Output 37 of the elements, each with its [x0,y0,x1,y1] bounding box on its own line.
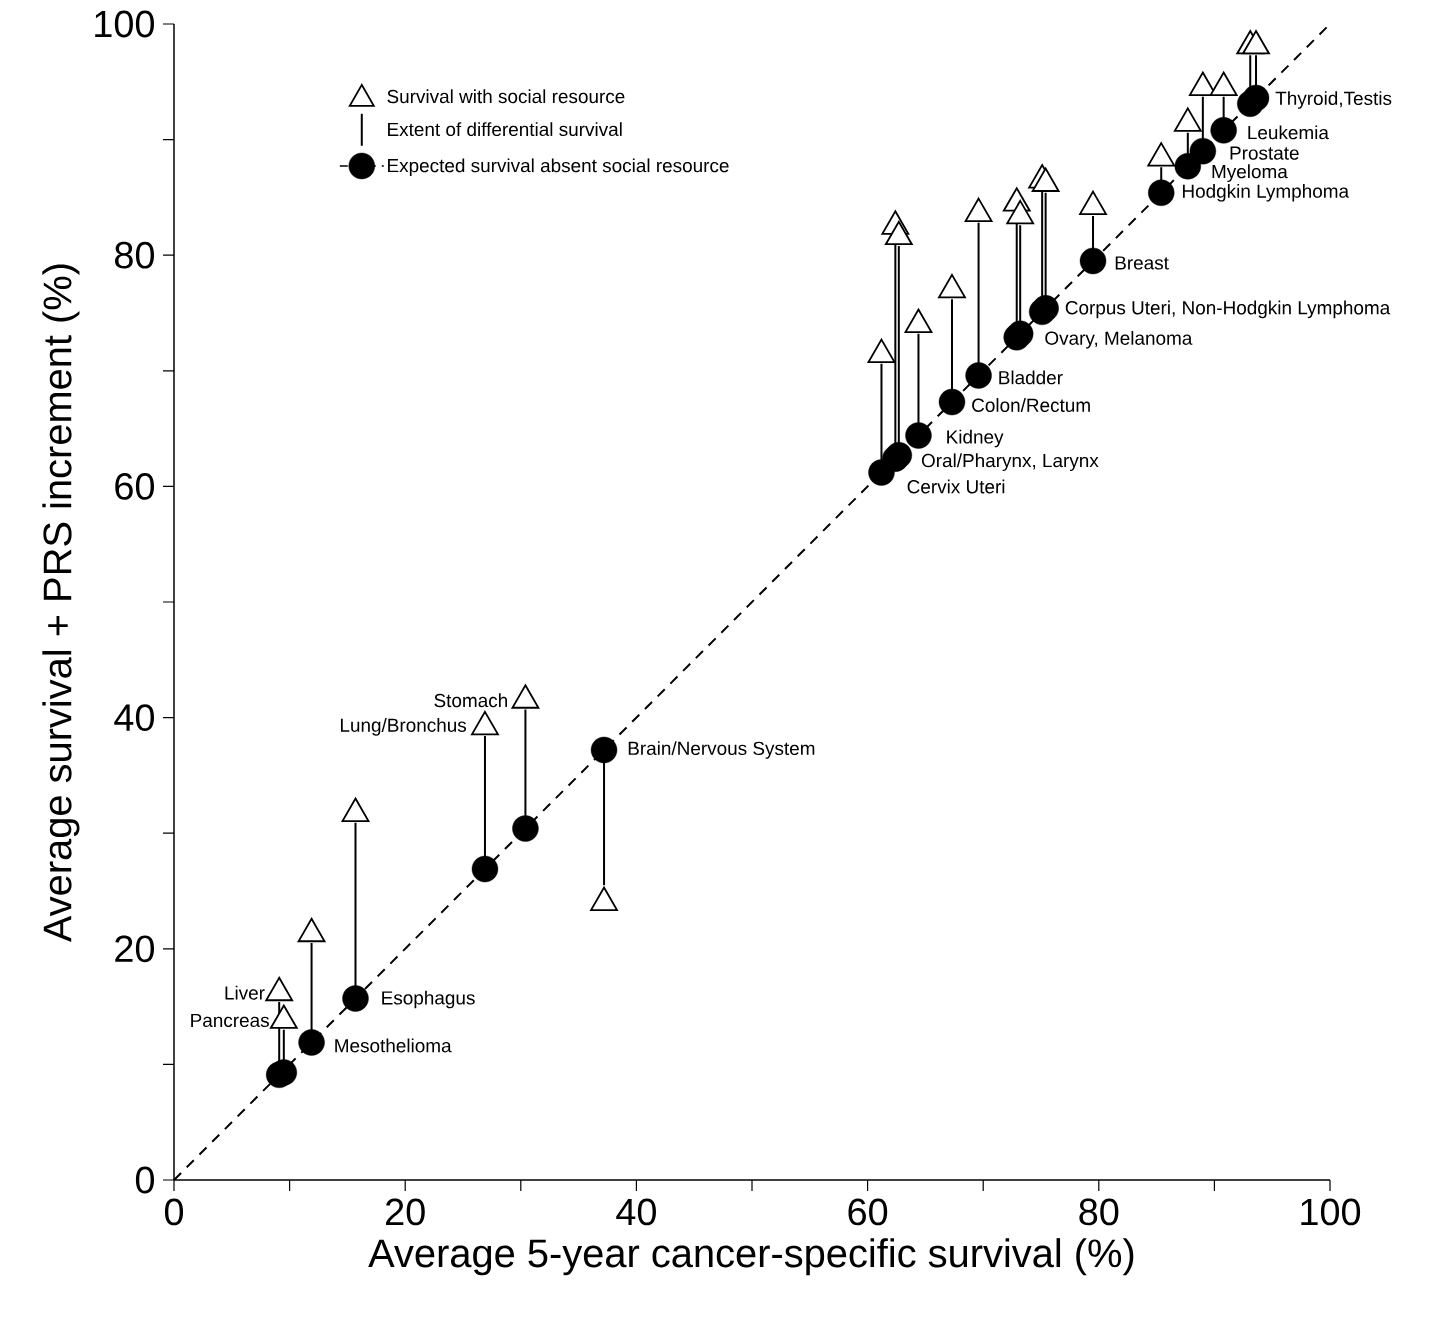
x-tick-label: 80 [1079,1198,1119,1226]
annotation: Pancreas [191,1013,269,1028]
y-tick-label: 60 [115,472,154,500]
y-tick-label: 80 [115,241,154,269]
annotation: Myeloma [1212,164,1288,182]
x-tick-label: 60 [848,1198,888,1226]
annotation: Liver [225,985,265,1000]
y-axis-title: Average survival + PRS increment (%) [42,264,80,943]
annotation: Lung/Bronchus [340,718,467,736]
annotation: Mesothelioma [335,1038,452,1053]
annotation: Brain/Nervous System [628,741,815,759]
legend-label: Extent of differential survival [388,122,622,137]
annotation: Leukemia [1248,125,1329,140]
legend-label: Expected survival absent social resource [388,158,729,177]
x-axis-title: Average 5-year cancer-specific survival (%) [368,1238,1134,1276]
annotation: Prostate [1230,146,1299,160]
annotation: Kidney [947,429,1004,448]
y-tick-label: 0 [135,1166,154,1194]
annotation: Esophagus [382,990,475,1009]
annotation: Ovary, Melanoma [1045,330,1193,349]
annotation: Cervix Uteri [907,479,1005,494]
x-tick-label: 0 [164,1198,184,1226]
legend-label: Survival with social resource [387,89,625,104]
annotation: Stomach [434,693,507,708]
annotation: Corpus Uteri, Non-Hodgkin Lymphoma [1065,300,1391,319]
annotation: Colon/Rectum [972,398,1090,412]
annotation: Hodgkin Lymphoma [1182,183,1350,202]
annotation: Bladder [999,370,1063,385]
y-tick-label: 20 [115,935,154,963]
y-tick-label: 40 [114,704,154,732]
annotation: Thyroid,Testis [1275,91,1392,109]
x-tick-label: 20 [386,1198,425,1226]
x-tick-label: 100 [1301,1198,1361,1226]
annotation: Breast [1115,256,1169,270]
y-tick-label: 100 [95,10,154,38]
x-tick-label: 40 [616,1198,656,1226]
annotation: Oral/Pharynx, Larynx [921,453,1099,471]
